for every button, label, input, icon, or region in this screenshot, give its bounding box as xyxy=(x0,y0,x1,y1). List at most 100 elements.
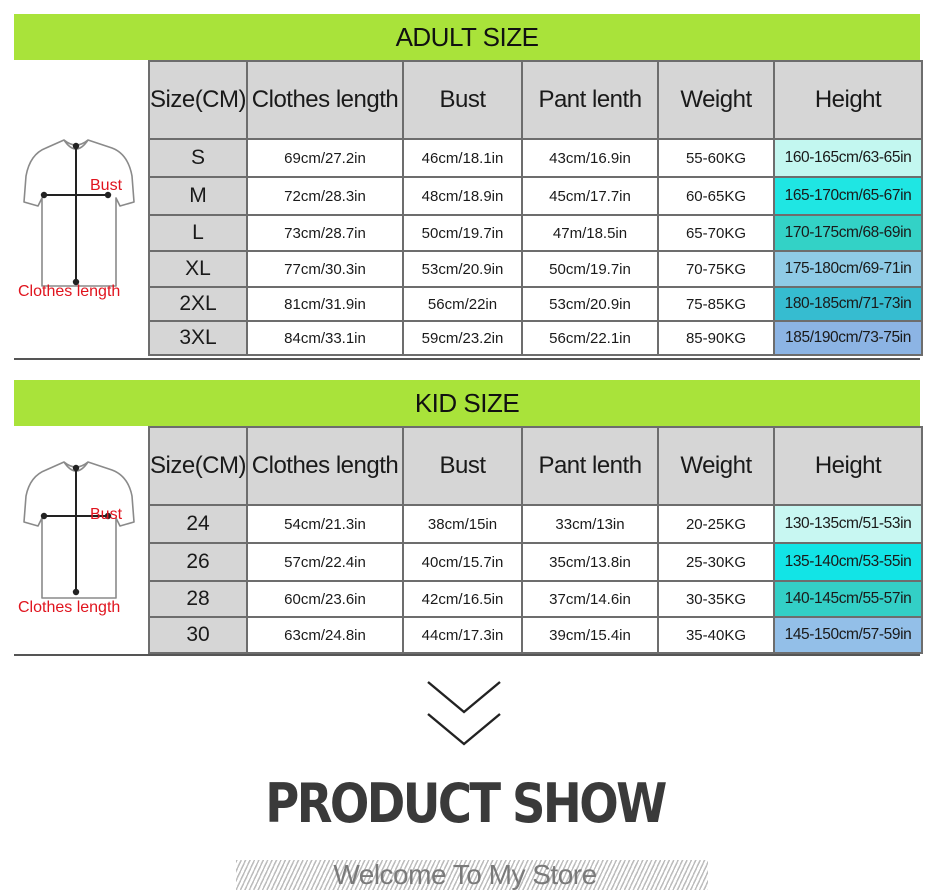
bust-cell: 48cm/18.9in xyxy=(402,176,523,216)
size-cell: S xyxy=(148,138,248,178)
weight-cell: 60-65KG xyxy=(657,176,775,216)
kid-tshirt-diagram: Bust Clothes length xyxy=(18,461,135,616)
size-cell: 30 xyxy=(148,616,248,654)
adult-size-banner: ADULT SIZE xyxy=(14,14,920,60)
clothes-length-cell: 84cm/33.1in xyxy=(246,320,404,356)
bust-cell: 46cm/18.1in xyxy=(402,138,523,178)
adult-size-title: ADULT SIZE xyxy=(395,22,539,52)
size-cell: 2XL xyxy=(148,286,248,322)
welcome-store-text: Welcome To My Store xyxy=(333,859,597,890)
size-cell: 26 xyxy=(148,542,248,582)
bust-cell: 40cm/15.7in xyxy=(402,542,523,582)
size-cell: L xyxy=(148,214,248,252)
kid-size-banner: KID SIZE xyxy=(14,380,920,426)
table-row: M 72cm/28.3in 48cm/18.9in 45cm/17.7in 60… xyxy=(148,176,923,216)
weight-cell: 75-85KG xyxy=(657,286,775,322)
height-cell: 140-145cm/55-57in xyxy=(773,580,923,618)
bust-cell: 59cm/23.2in xyxy=(402,320,523,356)
pant-length-cell: 33cm/13in xyxy=(521,504,659,544)
header-clothes-length: Clothes length xyxy=(246,426,404,506)
pant-length-cell: 39cm/15.4in xyxy=(521,616,659,654)
header-height: Height xyxy=(773,60,923,140)
weight-cell: 65-70KG xyxy=(657,214,775,252)
bust-cell: 42cm/16.5in xyxy=(402,580,523,618)
tshirt-outline-icon xyxy=(23,461,135,599)
weight-cell: 30-35KG xyxy=(657,580,775,618)
size-cell: XL xyxy=(148,250,248,288)
table-row: S 69cm/27.2in 46cm/18.1in 43cm/16.9in 55… xyxy=(148,138,923,178)
table-row: XL 77cm/30.3in 53cm/20.9in 50cm/19.7in 7… xyxy=(148,250,923,288)
clothes-length-label: Clothes length xyxy=(18,283,120,300)
table-row: 3XL 84cm/33.1in 59cm/23.2in 56cm/22.1in … xyxy=(148,320,923,356)
product-show-title: PRODUCT SHOW xyxy=(265,772,667,835)
table-header-row: Size(CM) Clothes length Bust Pant lenth … xyxy=(148,426,923,506)
header-pant-length: Pant lenth xyxy=(521,60,659,140)
weight-cell: 35-40KG xyxy=(657,616,775,654)
bust-cell: 44cm/17.3in xyxy=(402,616,523,654)
height-cell: 165-170cm/65-67in xyxy=(773,176,923,216)
header-size: Size(CM) xyxy=(148,60,248,140)
header-height: Height xyxy=(773,426,923,506)
table-row: 30 63cm/24.8in 44cm/17.3in 39cm/15.4in 3… xyxy=(148,616,923,654)
height-cell: 130-135cm/51-53in xyxy=(773,504,923,544)
table-row: 2XL 81cm/31.9in 56cm/22in 53cm/20.9in 75… xyxy=(148,286,923,322)
bust-cell: 53cm/20.9in xyxy=(402,250,523,288)
header-pant-length: Pant lenth xyxy=(521,426,659,506)
height-cell: 160-165cm/63-65in xyxy=(773,138,923,178)
bust-cell: 56cm/22in xyxy=(402,286,523,322)
size-cell: 24 xyxy=(148,504,248,544)
clothes-length-cell: 77cm/30.3in xyxy=(246,250,404,288)
tshirt-outline-icon xyxy=(23,139,135,287)
pant-length-cell: 47m/18.5in xyxy=(521,214,659,252)
pant-length-cell: 43cm/16.9in xyxy=(521,138,659,178)
table-row: 26 57cm/22.4in 40cm/15.7in 35cm/13.8in 2… xyxy=(148,542,923,582)
table-row: L 73cm/28.7in 50cm/19.7in 47m/18.5in 65-… xyxy=(148,214,923,252)
clothes-length-cell: 60cm/23.6in xyxy=(246,580,404,618)
size-cell: M xyxy=(148,176,248,216)
weight-cell: 25-30KG xyxy=(657,542,775,582)
measure-lines xyxy=(44,468,108,592)
size-cell: 28 xyxy=(148,580,248,618)
welcome-stripe-bar xyxy=(236,860,708,890)
kid-size-title: KID SIZE xyxy=(414,388,520,418)
height-cell: 185/190cm/73-75in xyxy=(773,320,923,356)
bust-cell: 38cm/15in xyxy=(402,504,523,544)
height-cell: 175-180cm/69-71in xyxy=(773,250,923,288)
pant-length-cell: 35cm/13.8in xyxy=(521,542,659,582)
clothes-length-cell: 81cm/31.9in xyxy=(246,286,404,322)
pant-length-cell: 56cm/22.1in xyxy=(521,320,659,356)
weight-cell: 55-60KG xyxy=(657,138,775,178)
table-header-row: Size(CM) Clothes length Bust Pant lenth … xyxy=(148,60,923,140)
header-bust: Bust xyxy=(402,60,523,140)
height-cell: 180-185cm/71-73in xyxy=(773,286,923,322)
weight-cell: 85-90KG xyxy=(657,320,775,356)
header-weight: Weight xyxy=(657,60,775,140)
header-bust: Bust xyxy=(402,426,523,506)
height-cell: 135-140cm/53-55in xyxy=(773,542,923,582)
double-chevron-down-icon xyxy=(427,681,501,746)
clothes-length-cell: 63cm/24.8in xyxy=(246,616,404,654)
adult-size-table: Size(CM) Clothes length Bust Pant lenth … xyxy=(148,60,923,356)
bust-label: Bust xyxy=(90,506,123,523)
header-size: Size(CM) xyxy=(148,426,248,506)
pant-length-cell: 50cm/19.7in xyxy=(521,250,659,288)
measure-lines xyxy=(44,146,108,282)
clothes-length-cell: 73cm/28.7in xyxy=(246,214,404,252)
clothes-length-label: Clothes length xyxy=(18,599,120,616)
size-cell: 3XL xyxy=(148,320,248,356)
clothes-length-cell: 54cm/21.3in xyxy=(246,504,404,544)
pant-length-cell: 53cm/20.9in xyxy=(521,286,659,322)
clothes-length-cell: 69cm/27.2in xyxy=(246,138,404,178)
bust-label: Bust xyxy=(90,177,123,194)
weight-cell: 20-25KG xyxy=(657,504,775,544)
header-clothes-length: Clothes length xyxy=(246,60,404,140)
height-cell: 170-175cm/68-69in xyxy=(773,214,923,252)
clothes-length-cell: 57cm/22.4in xyxy=(246,542,404,582)
pant-length-cell: 45cm/17.7in xyxy=(521,176,659,216)
weight-cell: 70-75KG xyxy=(657,250,775,288)
kid-size-table: Size(CM) Clothes length Bust Pant lenth … xyxy=(148,426,923,654)
table-row: 24 54cm/21.3in 38cm/15in 33cm/13in 20-25… xyxy=(148,504,923,544)
table-row: 28 60cm/23.6in 42cm/16.5in 37cm/14.6in 3… xyxy=(148,580,923,618)
header-weight: Weight xyxy=(657,426,775,506)
clothes-length-cell: 72cm/28.3in xyxy=(246,176,404,216)
